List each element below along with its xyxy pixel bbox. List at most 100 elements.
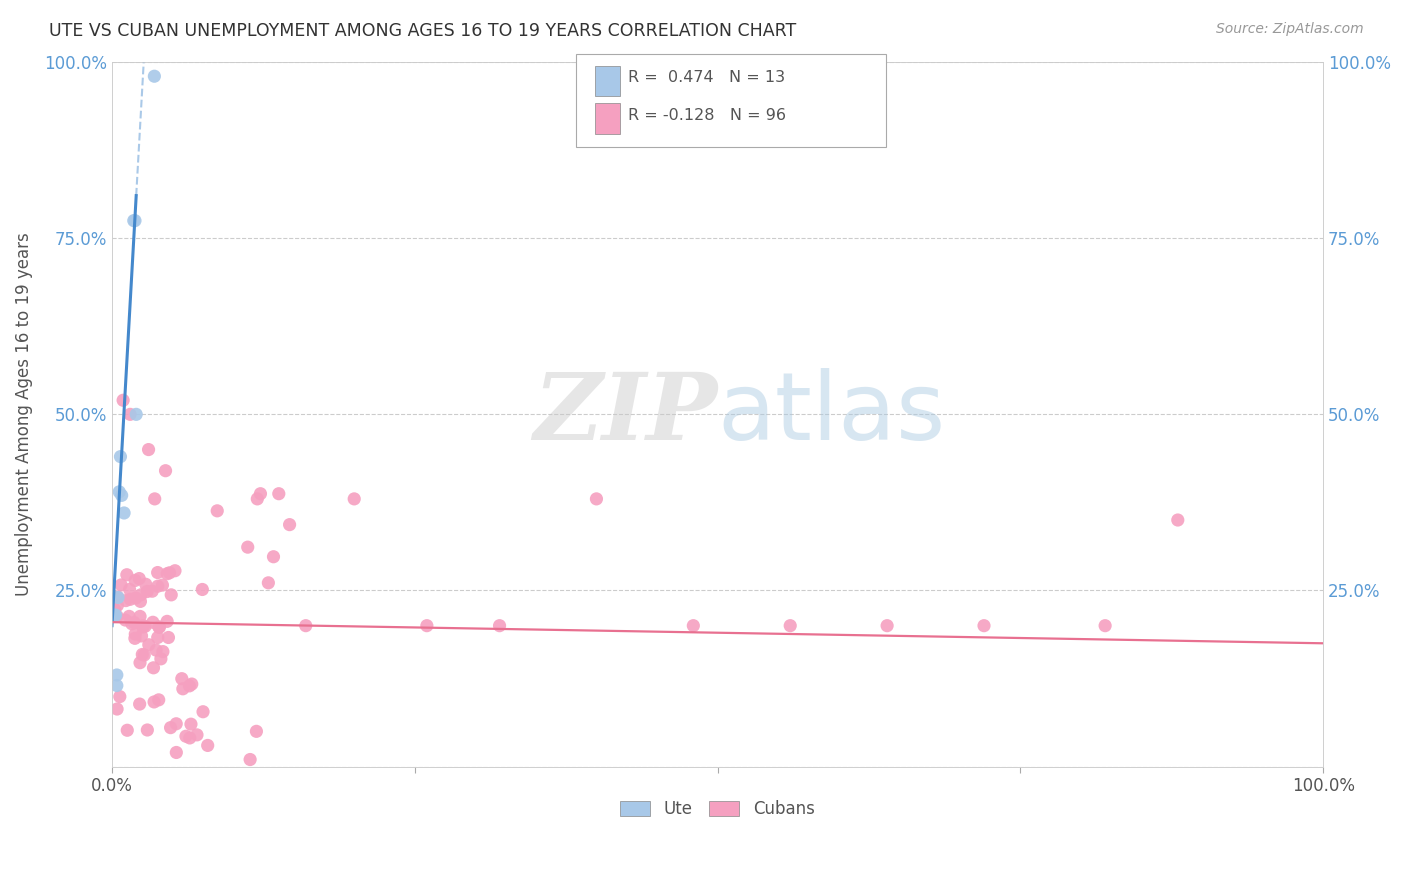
Point bbox=[156, 615, 179, 629]
Point bbox=[120, 592, 142, 607]
Point bbox=[104, 602, 127, 616]
Point bbox=[141, 584, 163, 599]
Point bbox=[149, 652, 172, 666]
Point bbox=[263, 549, 285, 564]
Point bbox=[103, 608, 125, 623]
Point bbox=[107, 591, 129, 605]
Point bbox=[110, 450, 132, 464]
Point bbox=[159, 566, 181, 580]
Point bbox=[131, 629, 153, 643]
Text: R =  0.474   N = 13: R = 0.474 N = 13 bbox=[628, 70, 786, 85]
Point bbox=[246, 491, 269, 506]
Point bbox=[132, 619, 155, 633]
Point bbox=[1167, 513, 1189, 527]
Point bbox=[146, 579, 169, 593]
Point bbox=[105, 668, 128, 682]
Y-axis label: Unemployment Among Ages 16 to 19 years: Unemployment Among Ages 16 to 19 years bbox=[15, 233, 32, 596]
Point bbox=[105, 609, 128, 624]
Point bbox=[179, 679, 201, 693]
Point bbox=[136, 584, 159, 599]
Point bbox=[180, 677, 202, 691]
Point bbox=[585, 491, 607, 506]
Point bbox=[239, 752, 262, 766]
Point bbox=[142, 661, 165, 675]
Point bbox=[129, 594, 152, 608]
Point bbox=[170, 672, 193, 686]
Point bbox=[115, 567, 138, 582]
Text: ZIP: ZIP bbox=[533, 369, 717, 459]
Point bbox=[146, 631, 169, 645]
Point bbox=[134, 648, 156, 662]
Point bbox=[122, 213, 145, 227]
Point bbox=[207, 504, 229, 518]
Point bbox=[128, 572, 150, 586]
Point bbox=[108, 484, 131, 499]
Point bbox=[121, 616, 143, 631]
Point bbox=[143, 695, 166, 709]
Point bbox=[488, 618, 510, 632]
Point bbox=[1094, 618, 1116, 632]
Point bbox=[165, 716, 187, 731]
Point bbox=[148, 693, 170, 707]
Point bbox=[112, 393, 135, 408]
Point bbox=[108, 690, 131, 704]
Point bbox=[138, 638, 160, 652]
Point bbox=[191, 582, 214, 597]
Point bbox=[107, 590, 129, 604]
Point bbox=[155, 464, 177, 478]
Point bbox=[249, 486, 271, 500]
Legend: Ute, Cubans: Ute, Cubans bbox=[614, 794, 821, 825]
Point bbox=[148, 620, 170, 634]
Text: UTE VS CUBAN UNEMPLOYMENT AMONG AGES 16 TO 19 YEARS CORRELATION CHART: UTE VS CUBAN UNEMPLOYMENT AMONG AGES 16 … bbox=[49, 22, 796, 40]
Point bbox=[165, 746, 187, 760]
Point bbox=[245, 724, 267, 739]
Point bbox=[128, 697, 150, 711]
Point bbox=[163, 564, 186, 578]
Point bbox=[125, 591, 148, 605]
Point bbox=[267, 486, 290, 500]
Point bbox=[191, 705, 214, 719]
Point bbox=[180, 717, 202, 731]
Point bbox=[129, 609, 152, 624]
Point bbox=[114, 613, 136, 627]
Text: Source: ZipAtlas.com: Source: ZipAtlas.com bbox=[1216, 22, 1364, 37]
Point bbox=[145, 643, 167, 657]
Point bbox=[682, 618, 704, 632]
Point bbox=[343, 491, 366, 506]
Point bbox=[146, 566, 169, 580]
Point bbox=[179, 731, 201, 745]
Point bbox=[174, 729, 197, 743]
Point bbox=[136, 723, 159, 737]
Point bbox=[124, 632, 146, 646]
Point bbox=[138, 442, 160, 457]
Point bbox=[124, 213, 146, 227]
Point bbox=[104, 608, 127, 623]
Point bbox=[186, 728, 208, 742]
Point bbox=[294, 618, 316, 632]
Point bbox=[973, 618, 995, 632]
Point bbox=[257, 575, 280, 590]
Point bbox=[416, 618, 439, 632]
Point bbox=[134, 619, 156, 633]
Point bbox=[124, 627, 146, 641]
Point bbox=[122, 615, 145, 630]
Point bbox=[132, 620, 155, 634]
Point bbox=[118, 582, 141, 597]
Point bbox=[148, 620, 170, 634]
Text: R = -0.128   N = 96: R = -0.128 N = 96 bbox=[628, 109, 786, 123]
Point bbox=[125, 408, 148, 422]
Point bbox=[110, 578, 132, 592]
Point bbox=[143, 491, 166, 506]
Point bbox=[117, 723, 139, 738]
Point bbox=[118, 609, 141, 624]
Point bbox=[159, 721, 181, 735]
Point bbox=[876, 618, 898, 632]
Point bbox=[779, 618, 801, 632]
Point bbox=[157, 631, 180, 645]
Text: atlas: atlas bbox=[717, 368, 946, 460]
Point bbox=[111, 488, 134, 502]
Point bbox=[152, 578, 174, 592]
Point bbox=[197, 739, 219, 753]
Point bbox=[172, 681, 194, 696]
Point bbox=[105, 702, 128, 716]
